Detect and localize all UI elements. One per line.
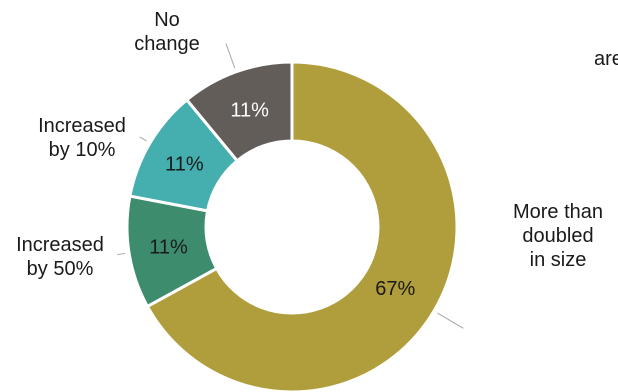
data-label-increased-by-10: 11%: [165, 153, 204, 175]
label-more-than-doubled: More than doubled in size: [512, 201, 604, 271]
slice-no-change: [184, 60, 294, 163]
label-increased-by-10: Increased by 10%: [38, 115, 126, 161]
data-label-increased-by-50: 11%: [149, 237, 188, 259]
label-no-change: No change: [134, 9, 200, 55]
leader-no-change: [225, 43, 236, 69]
leader-increased-by-50: [117, 252, 126, 256]
leader-increased-by-10: [139, 136, 147, 142]
data-label-more-than-doubled: 67%: [375, 278, 415, 300]
slice-more-than-doubled: [145, 60, 459, 392]
label-increased-by-50: Increased by 50%: [16, 234, 104, 280]
leader-more-than-doubled: [437, 312, 464, 329]
data-label-no-change: 11%: [230, 99, 269, 121]
cutoff-text: are: [594, 48, 618, 70]
